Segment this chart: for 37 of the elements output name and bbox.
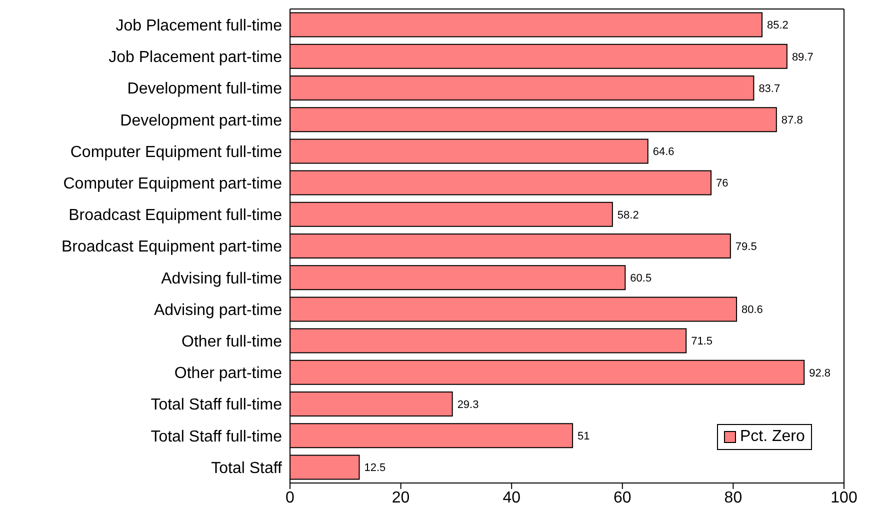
y-tick-label: Development full-time [127,80,282,98]
y-tick-label: Other part-time [174,365,282,382]
y-tick-label: Total Staff full-time [150,428,282,446]
data-label: 51 [578,430,590,442]
data-label: 64.6 [652,146,674,158]
y-tick-label: Total Staff full-time [150,396,282,414]
legend-label: Pct. Zero [740,428,805,446]
y-tick-label: Broadcast Equipment full-time [68,207,282,224]
data-label: 89.7 [792,51,814,64]
data-label: 87.8 [781,114,803,126]
x-tick-label: 40 [502,489,521,506]
x-tick-label: 100 [830,489,858,506]
data-label: 83.7 [758,82,780,95]
data-label: 79.5 [735,240,757,253]
y-tick-label: Other full-time [182,333,282,350]
y-tick-label: Job Placement full-time [116,17,282,34]
y-tick-label: Computer Equipment full-time [70,144,282,161]
y-tick-label: Advising part-time [154,302,282,319]
data-label: 58.2 [617,209,639,222]
data-label: 71.5 [691,336,713,348]
y-tick-label: Broadcast Equipment part-time [61,238,282,256]
y-tick-label: Advising full-time [161,270,282,288]
y-tick-label: Computer Equipment part-time [63,175,282,192]
data-label: 60.5 [630,272,652,284]
data-label: 12.5 [364,462,386,474]
x-tick-label: 80 [724,489,742,506]
y-tick-label: Total Staff [211,460,283,477]
data-label: 92.8 [809,367,831,380]
data-label: 29.3 [457,398,479,411]
x-tick-label: 0 [286,489,295,506]
data-label: 80.6 [742,304,763,316]
y-tick-label: Development part-time [120,112,282,130]
y-tick-label: Job Placement part-time [108,49,282,66]
x-tick-label: 60 [614,489,632,506]
data-label: 76 [716,178,728,190]
x-tick-label: 20 [392,489,410,506]
data-label: 85.2 [767,20,788,32]
